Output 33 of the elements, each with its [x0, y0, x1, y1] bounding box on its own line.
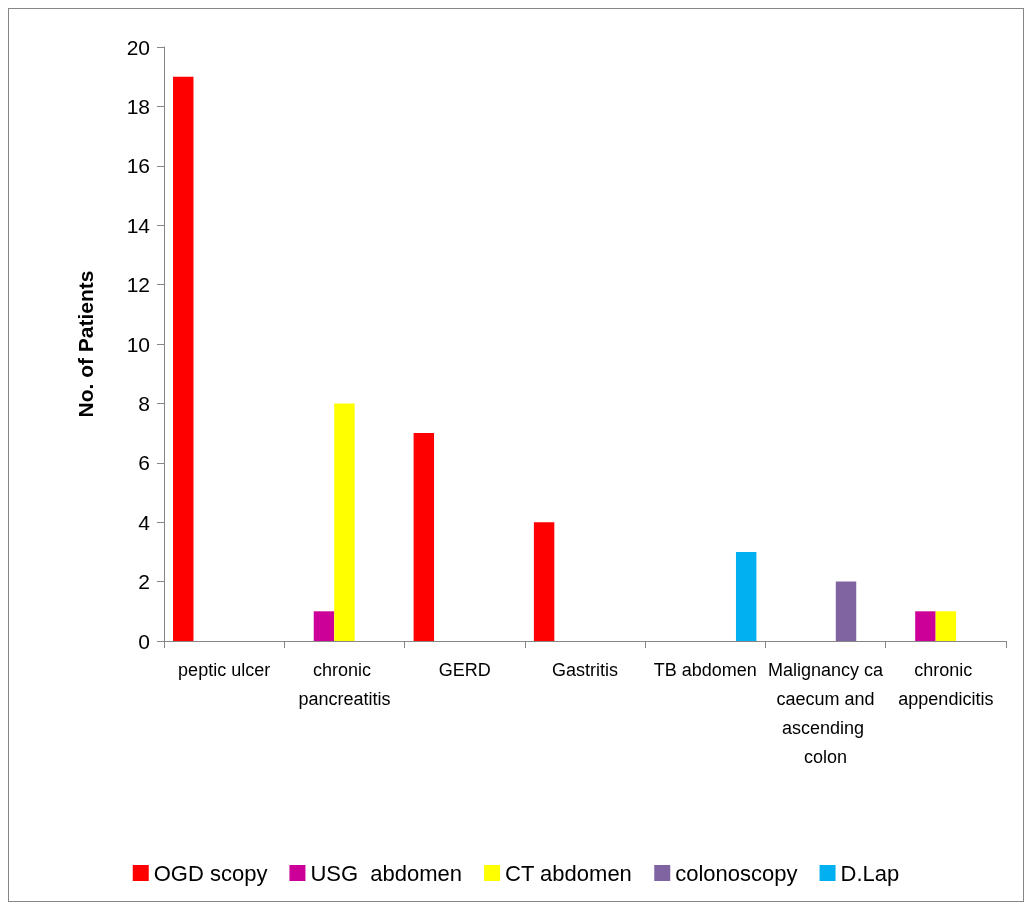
legend-label: OGD scopy — [153, 860, 268, 886]
bar — [533, 522, 555, 641]
bar — [313, 611, 335, 641]
x-tick-label: chronic appendicitis — [898, 659, 994, 709]
y-tick-label: 6 — [138, 451, 150, 475]
y-tick-label: 12 — [126, 273, 150, 297]
x-tick-label: Gastritis — [551, 659, 619, 680]
y-tick-label: 8 — [138, 391, 150, 415]
bar — [173, 76, 194, 641]
x-tick-label: chronic pancreatitis — [298, 659, 391, 709]
y-tick-label: 2 — [138, 570, 150, 594]
bar — [413, 433, 435, 641]
legend-label: USG abdomen — [310, 860, 463, 886]
legend-label: CT abdomen — [505, 860, 632, 886]
y-tick-label: 18 — [126, 94, 150, 118]
y-tick-label: 16 — [126, 154, 150, 178]
y-axis-title: No. of Patients — [74, 270, 97, 418]
y-tick-label: 10 — [126, 332, 150, 356]
x-tick-label: peptic ulcer — [178, 659, 271, 680]
x-tick-label: Malignancy ca caecum and ascending colon — [768, 659, 885, 767]
y-tick-label: 20 — [126, 35, 150, 59]
bar — [915, 611, 936, 641]
x-tick-label: GERD — [438, 659, 491, 680]
y-tick-label: 14 — [126, 213, 151, 237]
x-tick-label: TB abdomen — [653, 659, 757, 680]
bar — [735, 551, 757, 641]
y-tick-label: 4 — [138, 510, 151, 534]
legend-label: colonoscopy — [675, 860, 798, 886]
y-tick-label: 0 — [138, 629, 150, 653]
bar — [334, 403, 355, 641]
bar — [935, 611, 957, 641]
bar — [835, 581, 857, 641]
legend-label: D.Lap — [840, 860, 900, 886]
